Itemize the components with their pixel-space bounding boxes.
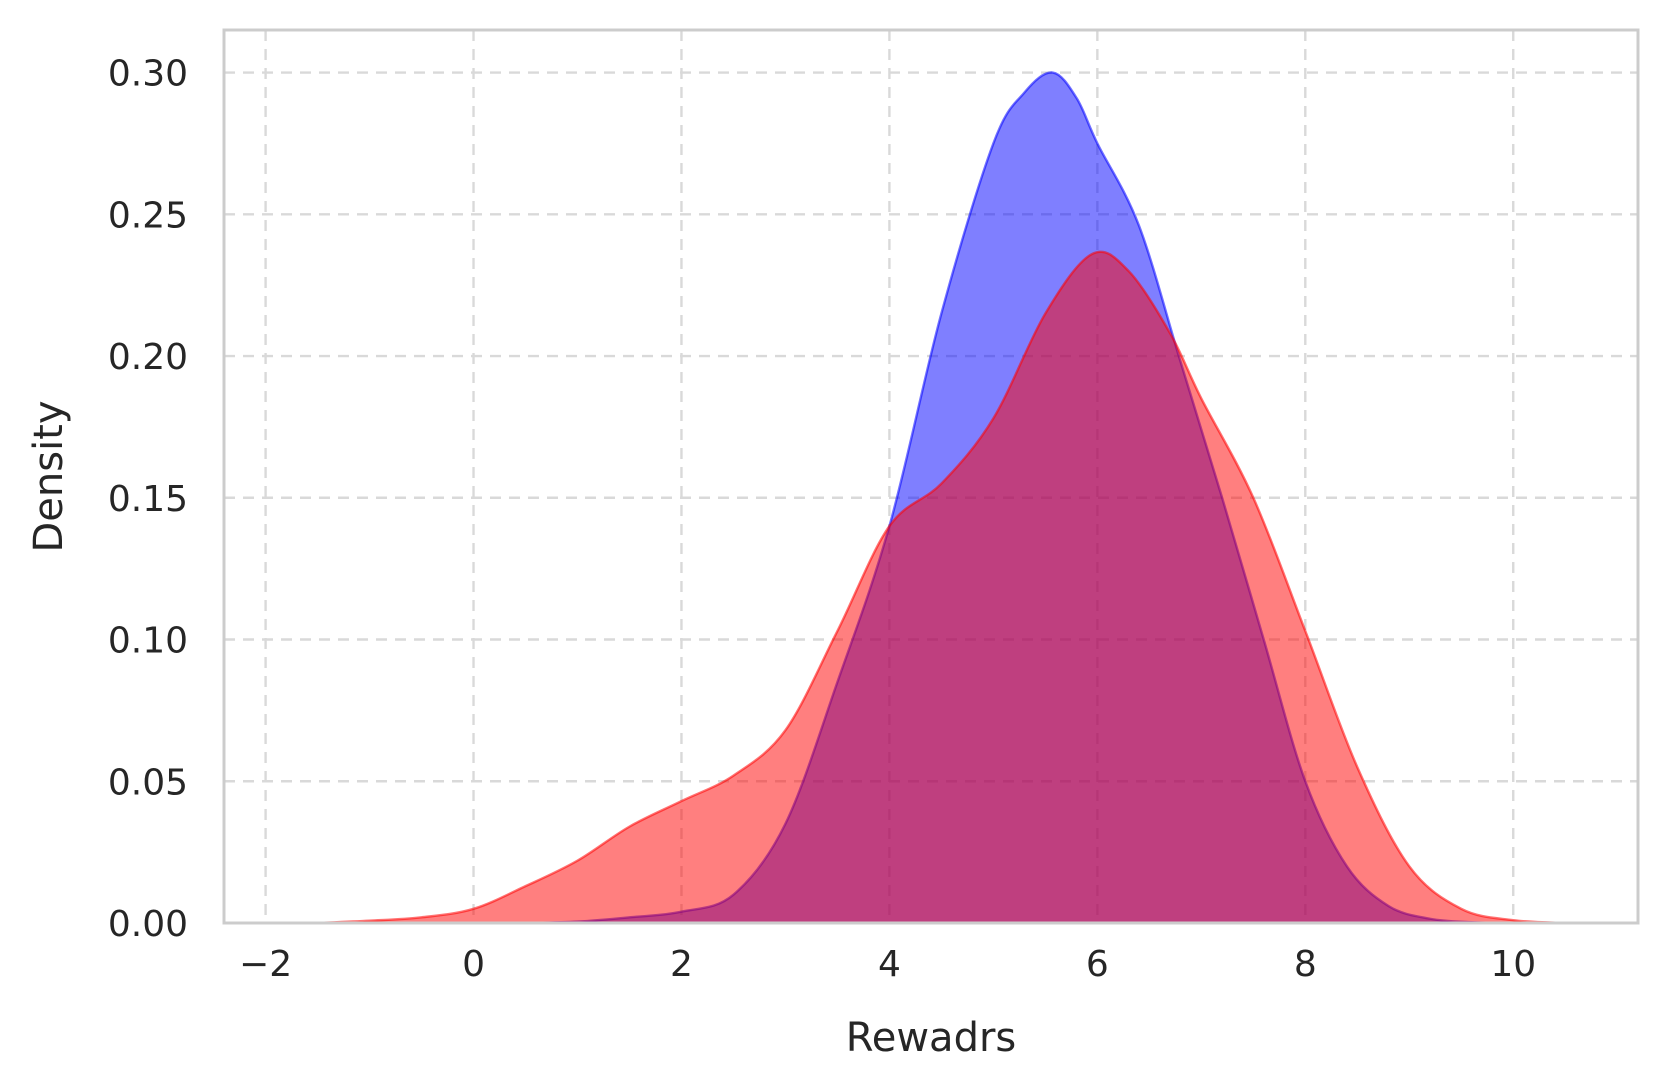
y-tick-label: 0.15: [108, 479, 188, 520]
y-tick-labels: 0.00 0.05 0.10 0.15 0.20 0.25 0.30: [108, 54, 188, 945]
density-areas: [317, 71, 1566, 925]
x-tick-labels: −2 0 2 4 6 8 10: [239, 944, 1536, 985]
x-axis-label: Rewadrs: [846, 1015, 1017, 1061]
density-line-2: [317, 250, 1566, 925]
y-tick-label: 0.10: [108, 621, 188, 662]
x-tick-label: 6: [1086, 944, 1109, 985]
x-tick-label: −2: [239, 944, 292, 985]
plot-frame: [222, 28, 1640, 925]
y-tick-label: 0.30: [108, 54, 188, 95]
y-tick-label: 0.00: [108, 904, 188, 945]
y-tick-label: 0.25: [108, 195, 188, 236]
x-tick-label: 0: [462, 944, 485, 985]
y-tick-label: 0.05: [108, 762, 188, 803]
x-tick-label: 10: [1490, 944, 1536, 985]
x-tick-label: 2: [670, 944, 693, 985]
y-tick-label: 0.20: [108, 337, 188, 378]
y-axis-label: Density: [26, 400, 72, 552]
x-tick-label: 8: [1294, 944, 1317, 985]
density-area-2: [317, 251, 1566, 923]
x-tick-label: 4: [878, 944, 901, 985]
